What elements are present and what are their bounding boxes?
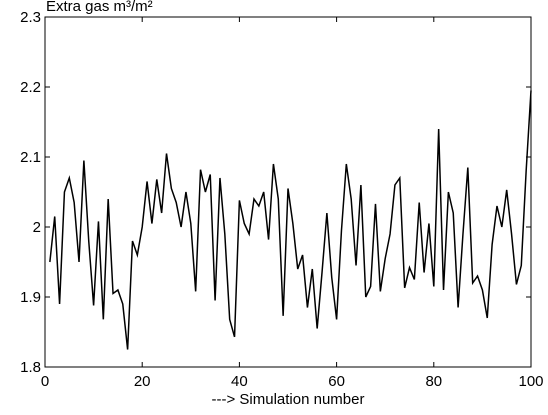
- x-tick-label: 20: [134, 373, 151, 390]
- y-tick-label: 2.1: [20, 149, 41, 166]
- x-axis-label: ---> Simulation number: [212, 391, 365, 408]
- y-tick-label: 2: [33, 219, 41, 236]
- x-tick-label: 40: [231, 373, 248, 390]
- x-tick-label: 0: [41, 373, 49, 390]
- y-tick-label: 1.8: [20, 359, 41, 376]
- y-tick-label: 2.3: [20, 9, 41, 26]
- x-tick-label: 100: [518, 373, 543, 390]
- y-tick-label: 2.2: [20, 79, 41, 96]
- x-tick-label: 60: [328, 373, 345, 390]
- y-tick-label: 1.9: [20, 289, 41, 306]
- chart-title: Extra gas m³/m²: [46, 0, 153, 15]
- data-line: [49, 90, 532, 350]
- x-tick-label: 80: [425, 373, 442, 390]
